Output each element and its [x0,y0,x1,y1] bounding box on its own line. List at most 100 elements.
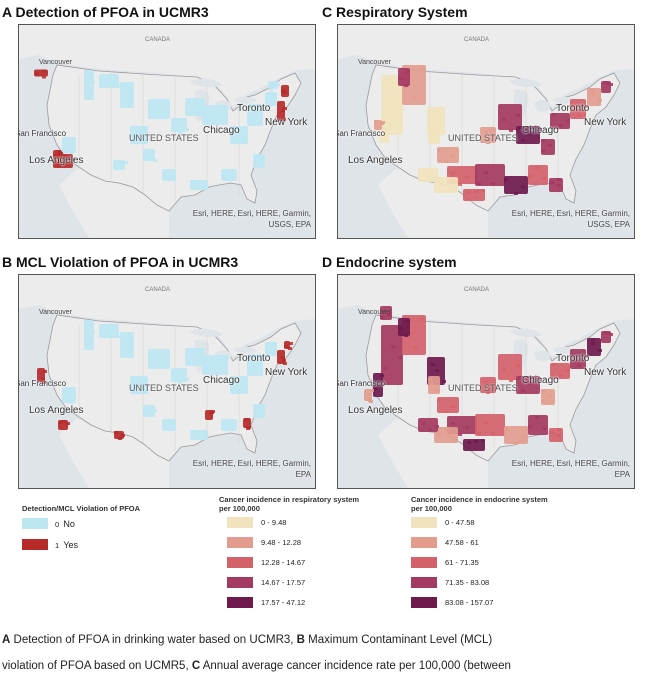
county-speckle [484,131,488,134]
county-speckle [502,368,506,371]
county-speckle [398,356,402,359]
county-speckle [272,93,276,96]
county-speckle [230,382,234,385]
county-region [550,363,570,379]
county-speckle [442,380,446,383]
county-region [550,113,570,129]
county-speckle [284,345,288,348]
great-lake [534,100,551,112]
county-speckle [42,69,46,73]
county-speckle [84,70,88,73]
map-panel-c[interactable]: CANADA UNITED STATES Vancouver San Francisc… [337,24,635,239]
county-speckle [428,428,432,431]
legend-endo-swatch [411,597,437,608]
mexico-land [59,167,169,238]
county-speckle [541,149,545,152]
county-speckle [444,410,448,413]
county-speckle [431,363,435,366]
county-speckle [428,178,432,181]
county-speckle [385,135,389,138]
county-speckle [118,437,122,440]
county-speckle [221,423,225,426]
county-speckle [566,119,570,122]
county-speckle [435,425,439,428]
county-speckle [64,161,68,164]
label-canada: CANADA [464,37,490,43]
county-speckle [153,409,157,412]
county-speckle [148,408,152,411]
county-speckle [465,176,469,179]
county-speckle [603,331,607,334]
county-speckle [234,378,238,381]
legend-endo-swatch [411,577,437,588]
county-speckle [148,158,152,161]
county-speckle [435,139,439,142]
county-speckle [43,370,47,373]
county-speckle [62,420,66,423]
county-speckle [380,122,384,125]
county-speckle [142,378,146,381]
county-speckle [283,107,287,110]
great-lake [534,350,551,362]
map-panel-d[interactable]: CANADA UNITED STATES Vancouver San Francisc… [337,274,635,489]
canada-land [19,25,315,107]
county-speckle [465,426,469,429]
county-speckle [250,117,254,120]
map-attribution: Esri, HERE, Esri, HERE, Garmin, USGS, EPA [511,209,630,229]
county-speckle [577,114,581,117]
county-speckle [204,182,208,185]
county-speckle [185,378,189,381]
county-speckle [165,424,169,427]
county-speckle [509,129,513,132]
county-speckle [131,389,135,392]
county-speckle [570,103,574,106]
label-los-angeles: Los Angeles [29,405,84,416]
county-speckle [542,177,546,180]
figure-caption-line-1: A Detection of PFOA in drinking water ba… [2,634,493,646]
county-speckle [131,139,135,142]
county-speckle [188,101,192,104]
county-speckle [491,432,495,435]
panel-d-basemap [338,275,634,488]
county-speckle [538,128,542,131]
county-speckle [138,382,142,385]
label-vancouver: Vancouver [39,59,72,66]
county-speckle [42,381,46,384]
county-speckle [603,81,607,84]
county-speckle [282,118,286,121]
county-speckle [288,347,292,350]
county-speckle [406,70,410,73]
county-speckle [138,132,142,135]
legend-pfoa-label-no: 0 No [55,519,75,529]
legend-resp-title: Cancer incidence in respiratory system pe… [219,495,360,513]
label-toronto: Toronto [556,103,590,114]
county-region [498,354,522,380]
county-speckle [591,338,595,341]
county-speckle [606,82,610,85]
county-speckle [70,395,74,398]
united-states-land [46,314,302,462]
legend-endo-label: 71.35 - 83.08 [445,578,490,587]
county-speckle [413,96,417,99]
county-speckle [382,134,386,137]
county-speckle [190,180,194,183]
map-panel-a[interactable]: CANADA UNITED STATES Vancouver San Francisc… [18,24,316,239]
mexico-land [378,417,488,488]
county-region [475,414,505,436]
county-speckle [250,367,254,370]
county-speckle [163,364,167,367]
county-speckle [484,381,488,384]
panel-c-basemap [338,25,634,238]
panel-c-title: C Respiratory System [322,4,468,20]
canada-land [338,25,634,107]
map-panel-b[interactable]: CANADA UNITED STATES Vancouver San Francisc… [18,274,316,489]
label-canada: CANADA [145,287,171,293]
county-speckle [171,120,175,123]
county-speckle [484,421,488,424]
county-region [498,104,522,130]
county-speckle [541,139,545,142]
county-region [434,177,458,193]
county-speckle [521,435,525,438]
county-speckle [521,389,525,392]
county-speckle [552,363,556,366]
